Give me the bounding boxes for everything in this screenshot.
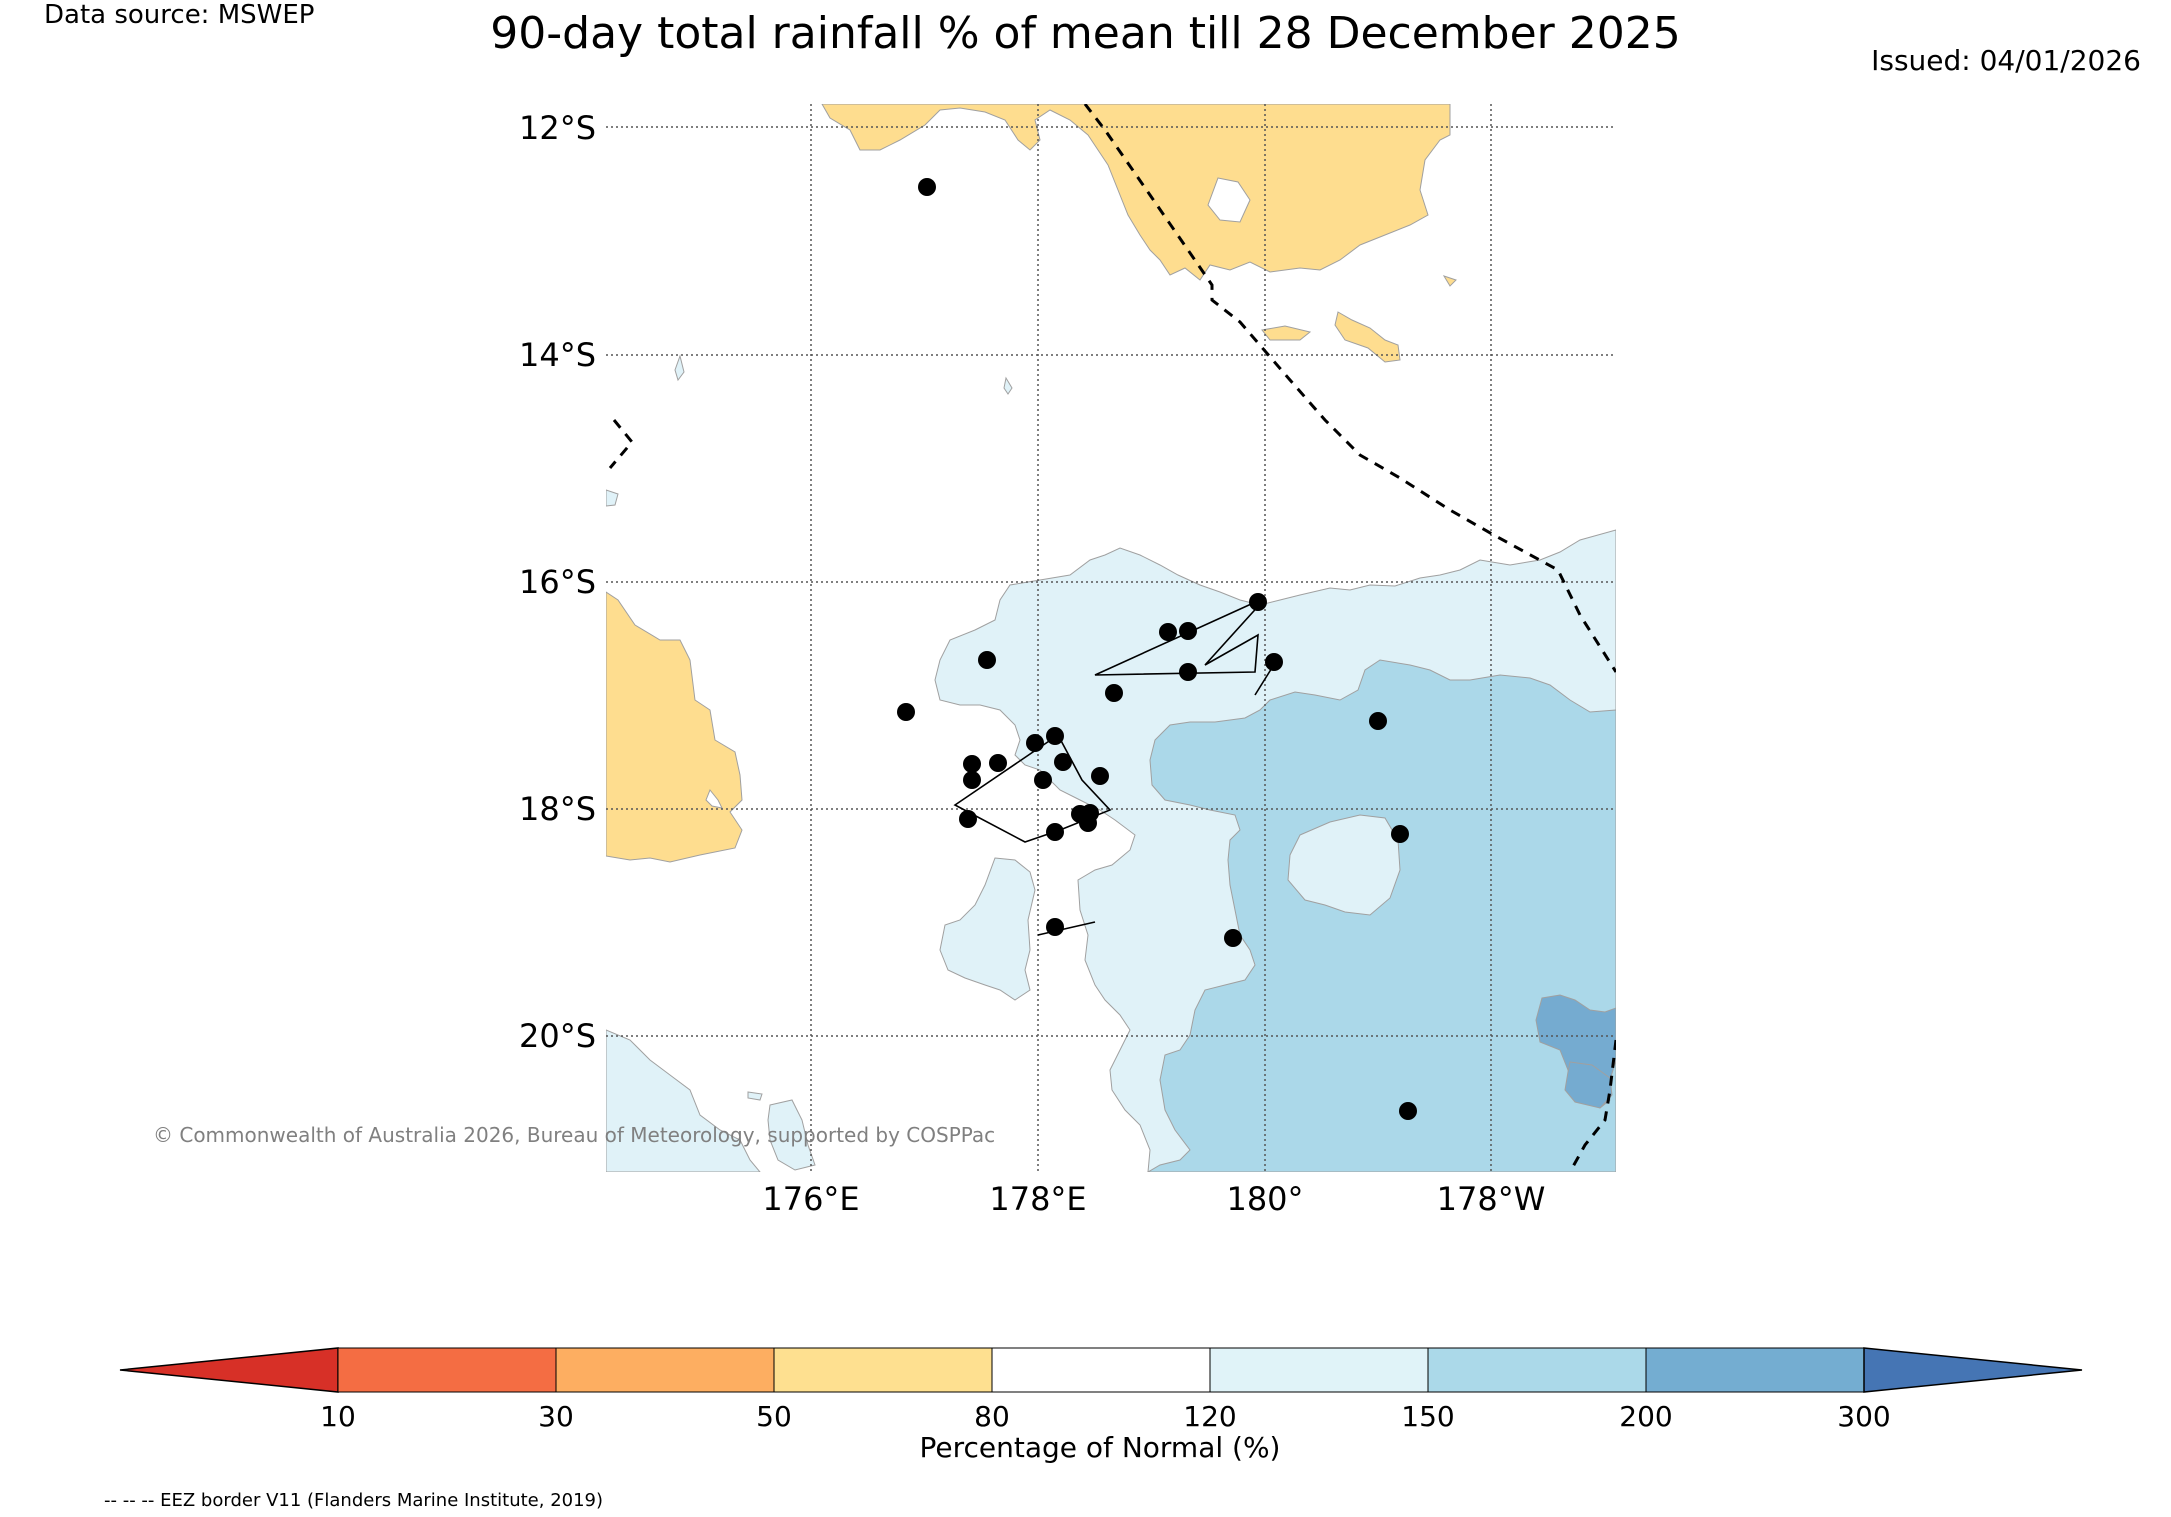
data-source-label: Data source: MSWEP (44, 0, 315, 30)
wet-islet-d (606, 489, 619, 507)
colorbar-extend-low (119, 1347, 339, 1393)
lat-label-16s: 16°S (519, 563, 596, 601)
clear-patch-north (1207, 177, 1251, 223)
colorbar-tick-120: 120 (1183, 1400, 1236, 1433)
colorbar-tick-200: 200 (1619, 1400, 1672, 1433)
wet-islet-c (1003, 376, 1013, 395)
moderate-patch-south-east (1287, 814, 1401, 916)
wet-island-southwest-2 (606, 1029, 761, 1172)
lon-label-178w: 178°W (1437, 1180, 1546, 1218)
wet-islet-a (767, 1099, 816, 1171)
colorbar-tick-50: 50 (756, 1400, 792, 1433)
lat-label-12s: 12°S (519, 109, 596, 147)
eez-border-west (608, 419, 634, 469)
wet-island-southwest (939, 857, 1036, 1001)
colorbar-tick-300: 300 (1837, 1400, 1890, 1433)
colorbar-segment-120-150 (1209, 1347, 1429, 1393)
eez-border-south (1568, 1039, 1616, 1172)
dry-islet-a (1261, 325, 1312, 341)
colorbar-label: Percentage of Normal (%) (920, 1431, 1281, 1464)
clear-patch-west (705, 789, 723, 809)
colorbar-segment-150-200 (1427, 1347, 1647, 1393)
gridlines (606, 104, 1616, 1172)
dry-islet-b (1334, 311, 1401, 363)
dry-region-north (821, 104, 1451, 281)
lat-label-18s: 18°S (519, 790, 596, 828)
colorbar-segment-80-120 (991, 1347, 1211, 1393)
colorbar-segment-30-50 (555, 1347, 775, 1393)
map-frame (606, 104, 1616, 1172)
colorbar-segment-10-30 (337, 1347, 557, 1393)
lat-label-14s: 14°S (519, 336, 596, 374)
lon-label-176e: 176°E (762, 1180, 859, 1218)
wet-islet-e (747, 1091, 763, 1101)
wet-islet-b (674, 354, 685, 382)
colorbar-segment-50-80 (773, 1347, 993, 1393)
colorbar-tick-30: 30 (538, 1400, 574, 1433)
copyright-notice: © Commonwealth of Australia 2026, Bureau… (153, 1123, 995, 1147)
issued-date: Issued: 04/01/2026 (1871, 44, 2141, 77)
lon-label-180: 180° (1226, 1180, 1303, 1218)
colorbar-tick-150: 150 (1401, 1400, 1454, 1433)
eez-border-east (1083, 104, 1616, 673)
wet-region-heavy-2 (1564, 1061, 1613, 1109)
colorbar-extend-high (1863, 1347, 2083, 1393)
colorbar-tick-80: 80 (974, 1400, 1010, 1433)
lat-label-20s: 20°S (519, 1017, 596, 1055)
eez-border-note: -- -- -- EEZ border V11 (Flanders Marine… (104, 1490, 604, 1511)
dry-islet-c (1442, 275, 1457, 287)
colorbar-segment-200-300 (1645, 1347, 1865, 1393)
map-title: 90-day total rainfall % of mean till 28 … (490, 8, 1681, 59)
lon-label-178e: 178°E (989, 1180, 1086, 1218)
colorbar-tick-10: 10 (320, 1400, 356, 1433)
station-dots (897, 178, 1417, 1120)
